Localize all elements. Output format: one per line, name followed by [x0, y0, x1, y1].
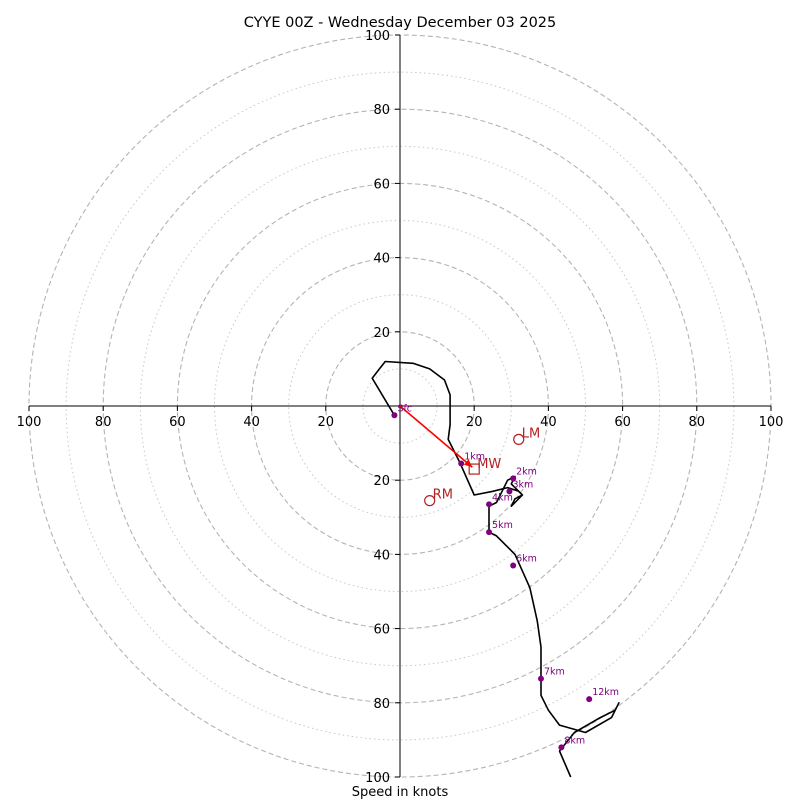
tick-label-right-60: 60 [614, 415, 631, 430]
height-point-3km [506, 488, 513, 495]
height-label-5km: 5km [492, 520, 513, 531]
storm-motion-arrow-shaft [399, 405, 473, 468]
tick-label-up-60: 60 [373, 177, 390, 192]
height-label-6km: 6km [516, 554, 537, 565]
height-point-6km [510, 562, 517, 569]
height-point-5km [486, 529, 493, 536]
tick-label-down-100: 100 [365, 771, 390, 786]
tick-label-down-60: 60 [373, 623, 390, 638]
mean-wind-marker [468, 463, 480, 475]
tick-label-down-80: 80 [373, 697, 390, 712]
height-label-7km: 7km [544, 667, 565, 678]
hodograph-trace [371, 360, 620, 778]
height-label-Sfc: Sfc [397, 403, 412, 414]
height-label-8km: 8km [564, 735, 585, 746]
height-label-12km: 12km [592, 687, 619, 698]
tick-labels: 20 20 20 20 40 40 40 40 60 60 60 60 80 80 80 80 100 100 10… [17, 29, 784, 786]
height-point-1km [458, 460, 465, 467]
tick-label-left-100: 100 [17, 415, 42, 430]
height-label-2km: 2km [516, 466, 537, 477]
chart-title: CYYE 00Z - Wednesday December 03 2025 [244, 15, 557, 31]
right-mover-label: RM [433, 488, 453, 503]
tick-label-up-80: 80 [373, 103, 390, 118]
left-mover-label: LM [522, 426, 540, 441]
height-label-3km: 3km [512, 479, 533, 490]
hodograph-line [371, 360, 620, 778]
tick-label-left-60: 60 [169, 415, 186, 430]
tick-label-up-40: 40 [373, 252, 390, 267]
storm-motion-markers: MW LM RM [399, 405, 540, 507]
tick-label-down-40: 40 [373, 548, 390, 563]
tick-label-up-20: 20 [373, 326, 390, 341]
tick-label-right-100: 100 [759, 415, 784, 430]
tick-label-left-80: 80 [95, 415, 112, 430]
height-label-1km: 1km [464, 452, 485, 463]
tick-label-down-20: 20 [373, 474, 390, 489]
storm-motion-arrow-head [463, 459, 473, 468]
height-point-12km [586, 696, 593, 703]
height-point-4km [486, 501, 493, 508]
height-points: Sfc 1km 2km 3km 4km 5km 6km 7km 8km 12km [391, 403, 619, 751]
x-axis-label: Speed in knots [352, 785, 449, 800]
height-point-7km [537, 675, 544, 682]
left-mover-marker [513, 433, 525, 445]
tick-label-right-40: 40 [540, 415, 557, 430]
height-point-8km [558, 744, 565, 751]
mean-wind-label: MW [477, 457, 501, 472]
tick-label-left-20: 20 [318, 415, 335, 430]
right-mover-marker [424, 495, 436, 507]
height-label-4km: 4km [492, 492, 513, 503]
tick-label-up-100: 100 [365, 29, 390, 44]
tick-label-right-20: 20 [466, 415, 483, 430]
tick-label-left-40: 40 [243, 415, 260, 430]
tick-label-right-80: 80 [689, 415, 706, 430]
height-point-Sfc [391, 412, 398, 419]
height-point-2km [510, 475, 517, 482]
